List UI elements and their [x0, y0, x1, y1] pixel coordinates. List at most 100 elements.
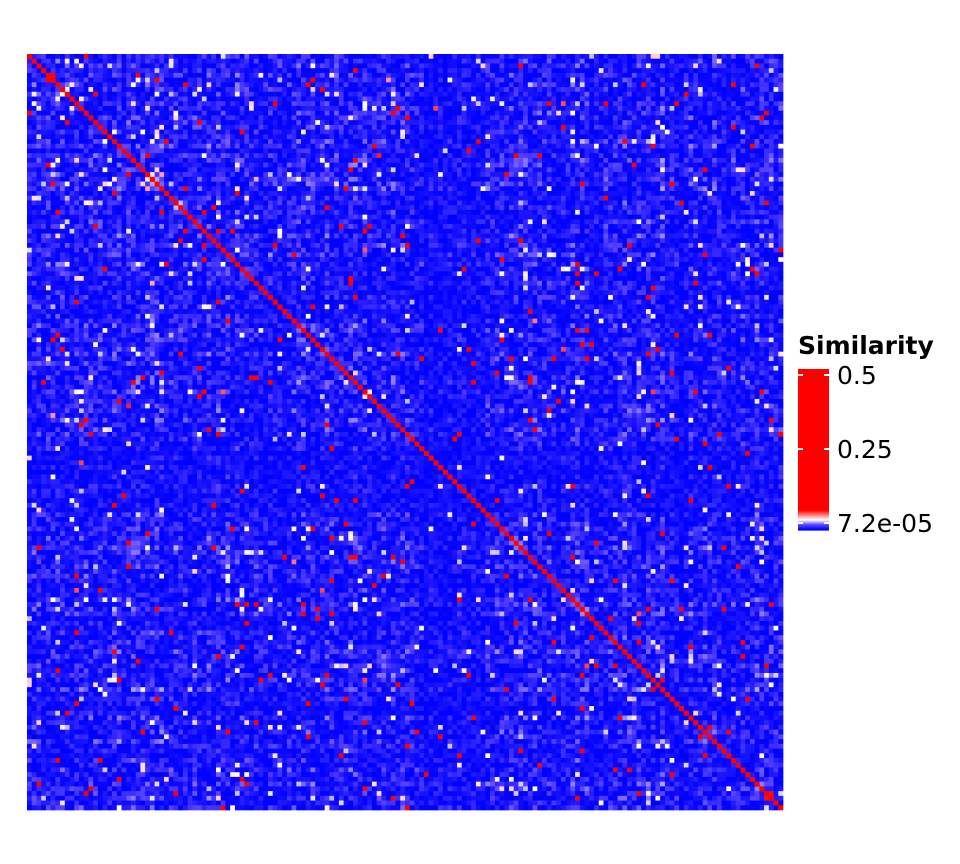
heatmap-cell	[258, 68, 264, 74]
heatmap-cell	[126, 176, 132, 182]
heatmap-cell	[452, 82, 458, 88]
heatmap-cell	[400, 82, 406, 88]
heatmap-cell	[353, 110, 359, 116]
heatmap-cell	[135, 91, 141, 97]
heatmap-cell	[102, 82, 108, 88]
heatmap-cell	[608, 110, 614, 116]
heatmap-cell	[490, 110, 496, 116]
heatmap-cell	[565, 139, 571, 145]
heatmap-cell	[490, 153, 496, 159]
heatmap-cell	[759, 54, 765, 60]
heatmap-cell	[452, 139, 458, 145]
heatmap-cell	[102, 68, 108, 74]
heatmap-cell	[305, 96, 311, 102]
heatmap-cell	[329, 181, 335, 187]
heatmap-cell	[329, 101, 335, 107]
heatmap-cell	[371, 101, 377, 107]
heatmap-cell	[116, 191, 122, 197]
heatmap-cell	[707, 172, 713, 178]
heatmap-cell	[598, 124, 604, 130]
heatmap-cell	[220, 186, 226, 192]
heatmap-cell	[187, 148, 193, 154]
heatmap-cell	[556, 157, 562, 164]
heatmap-cell	[107, 172, 113, 178]
heatmap-cell	[220, 157, 226, 164]
heatmap-cell	[778, 115, 784, 121]
heatmap-cell	[45, 96, 51, 102]
heatmap-cell	[277, 148, 283, 154]
heatmap-cell	[353, 195, 359, 201]
heatmap-cell	[537, 176, 543, 182]
heatmap-cell	[334, 176, 340, 182]
heatmap-cell	[60, 63, 66, 69]
heatmap-cell	[773, 191, 779, 197]
heatmap-cell	[513, 167, 519, 173]
heatmap-cell	[560, 54, 566, 60]
heatmap-cell	[154, 200, 160, 206]
heatmap-cell	[130, 186, 137, 192]
heatmap-cell	[556, 153, 562, 159]
heatmap-cell	[452, 162, 458, 168]
heatmap-cell	[367, 139, 373, 145]
heatmap-cell	[159, 153, 165, 159]
heatmap-cell	[764, 72, 770, 78]
heatmap-cell	[390, 68, 396, 74]
heatmap-cell	[537, 91, 543, 97]
heatmap-cell	[485, 134, 491, 140]
heatmap-cell	[726, 96, 732, 102]
heatmap-cell	[527, 167, 533, 173]
heatmap-cell	[612, 176, 618, 182]
heatmap-cell	[126, 195, 132, 201]
heatmap-cell	[78, 58, 85, 64]
heatmap-cell	[513, 68, 519, 74]
heatmap-cell	[721, 82, 727, 88]
heatmap-cell	[768, 120, 774, 126]
heatmap-cell	[121, 195, 127, 201]
heatmap-cell	[83, 200, 89, 206]
heatmap-cell	[490, 134, 496, 140]
heatmap-cell	[612, 181, 618, 187]
heatmap-cell	[475, 87, 481, 93]
heatmap-cell	[286, 186, 292, 192]
heatmap-cell	[334, 110, 340, 116]
heatmap-cell	[102, 115, 108, 121]
heatmap-cell	[164, 153, 170, 159]
heatmap-cell	[130, 162, 137, 168]
heatmap-cell	[542, 110, 548, 116]
heatmap-cell	[513, 148, 519, 154]
heatmap-cell	[69, 186, 75, 192]
heatmap-cell	[438, 176, 444, 182]
heatmap-cell	[452, 134, 458, 140]
heatmap-cell	[778, 172, 784, 178]
heatmap-cell	[168, 115, 174, 121]
heatmap-cell	[631, 139, 637, 145]
heatmap-cell	[201, 134, 207, 140]
heatmap-cell	[565, 120, 571, 126]
heatmap-cell	[707, 77, 713, 83]
heatmap-cell	[371, 129, 377, 135]
heatmap-cell	[324, 148, 330, 154]
heatmap-cell	[348, 87, 354, 93]
heatmap-cell	[362, 129, 368, 135]
heatmap-cell	[419, 54, 425, 60]
heatmap-cell	[230, 162, 236, 168]
heatmap-cell	[405, 139, 411, 145]
heatmap-cell	[513, 110, 519, 116]
heatmap-cell	[338, 162, 344, 168]
heatmap-cell	[277, 139, 283, 145]
heatmap-cell	[343, 186, 349, 192]
heatmap-cell	[726, 87, 732, 93]
heatmap-cell	[168, 157, 174, 164]
heatmap-cell	[395, 181, 401, 187]
heatmap-cell	[178, 124, 184, 130]
heatmap-cell	[97, 115, 103, 121]
heatmap-cell	[641, 87, 647, 93]
heatmap-cell	[55, 129, 61, 135]
heatmap-cell	[78, 120, 85, 126]
heatmap-cell	[225, 139, 231, 145]
heatmap-cell	[641, 101, 647, 107]
heatmap-cell	[707, 101, 713, 107]
heatmap-cell	[527, 139, 533, 145]
heatmap-cell	[716, 63, 722, 69]
heatmap-cell	[239, 134, 245, 140]
